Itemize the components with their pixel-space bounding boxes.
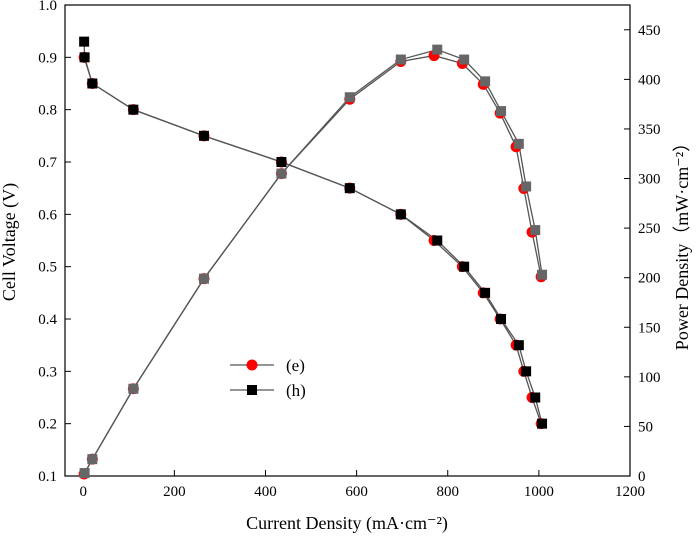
data-point: [432, 235, 443, 246]
data-point: [521, 366, 532, 377]
data-point: [480, 76, 491, 87]
data-point: [459, 54, 470, 65]
data-point: [513, 340, 524, 351]
x-tick-label: 1000: [524, 484, 554, 500]
plot-border: [64, 4, 631, 477]
x-tick-label: 200: [163, 484, 186, 500]
data-point: [530, 225, 541, 236]
left-y-tick-label: 0.1: [38, 469, 57, 485]
data-point: [395, 209, 406, 220]
legend-label-h: (h): [286, 381, 306, 400]
left-y-tick-label: 0.3: [38, 364, 57, 380]
left-y-tick-label: 0.8: [38, 103, 57, 119]
right-y-tick-label: 450: [638, 23, 661, 39]
series-line-1: [83, 41, 543, 424]
left-y-axis-title: Cell Voltage (V): [0, 183, 20, 301]
data-point: [395, 54, 406, 65]
data-point: [537, 269, 548, 280]
left-y-axis-ticks: 0.1 0.2 0.3 0.4 0.5 0.6 0.7 0.8 0.9 1.0: [38, 0, 71, 485]
left-y-tick-label: 0.7: [38, 155, 57, 171]
data-point: [87, 454, 98, 465]
series-line-2: [83, 54, 542, 475]
data-point: [496, 314, 507, 324]
data-point: [432, 44, 443, 55]
data-point: [344, 183, 355, 194]
right-y-tick-label: 350: [638, 122, 661, 138]
right-y-axis-ticks: 0 50 100 150 200 250 300 350 400 450: [624, 23, 661, 485]
data-point: [344, 92, 355, 103]
series-line-3: [84, 48, 543, 474]
left-y-tick-label: 0.6: [38, 207, 57, 223]
data-point: [530, 392, 541, 403]
data-point: [79, 52, 90, 63]
data-point: [198, 130, 209, 141]
left-y-tick-label: 0.2: [38, 417, 57, 433]
x-tick-label: 0: [79, 484, 87, 500]
series-line-0: [83, 57, 542, 424]
plot-frame: [64, 4, 631, 477]
right-y-tick-label: 100: [638, 370, 661, 386]
left-y-tick-label: 1.0: [38, 0, 57, 14]
data-point: [128, 383, 139, 394]
data-point: [521, 181, 532, 192]
series-lines: [83, 41, 543, 475]
data-point: [87, 78, 98, 89]
right-y-tick-label: 0: [638, 469, 646, 485]
left-y-tick-label: 0.9: [38, 50, 57, 66]
x-tick-label: 600: [345, 484, 368, 500]
data-point: [128, 104, 139, 115]
data-point: [513, 138, 524, 149]
x-axis-ticks: 0 200 400 600 800 1000 1200: [79, 470, 645, 500]
right-y-tick-label: 300: [638, 172, 661, 188]
right-y-tick-label: 400: [638, 72, 661, 88]
legend-label-e: (e): [286, 356, 305, 375]
data-point: [198, 273, 209, 284]
right-y-tick-label: 150: [638, 320, 661, 336]
left-y-tick-label: 0.5: [38, 260, 57, 276]
right-y-tick-label: 50: [638, 419, 653, 435]
data-point: [276, 168, 287, 179]
legend: (e) (h): [230, 356, 306, 400]
data-point: [276, 157, 287, 167]
data-point: [496, 106, 507, 117]
right-y-axis-title: Power Density（mW·cm⁻²）: [672, 134, 692, 350]
data-point: [480, 287, 491, 298]
data-point: [79, 36, 90, 47]
x-tick-label: 800: [436, 484, 459, 500]
x-tick-label: 1200: [615, 484, 645, 500]
x-axis-title: Current Density (mA·cm⁻²): [246, 513, 448, 534]
data-point: [79, 468, 90, 479]
series-markers: [78, 36, 548, 480]
left-y-tick-label: 0.4: [38, 312, 57, 328]
x-tick-label: 400: [254, 484, 277, 500]
right-y-tick-label: 250: [638, 221, 661, 237]
legend-marker-h: [247, 385, 257, 395]
data-point: [537, 418, 548, 429]
right-y-tick-label: 200: [638, 271, 661, 287]
legend-marker-e: [246, 359, 258, 371]
data-point: [459, 261, 470, 272]
